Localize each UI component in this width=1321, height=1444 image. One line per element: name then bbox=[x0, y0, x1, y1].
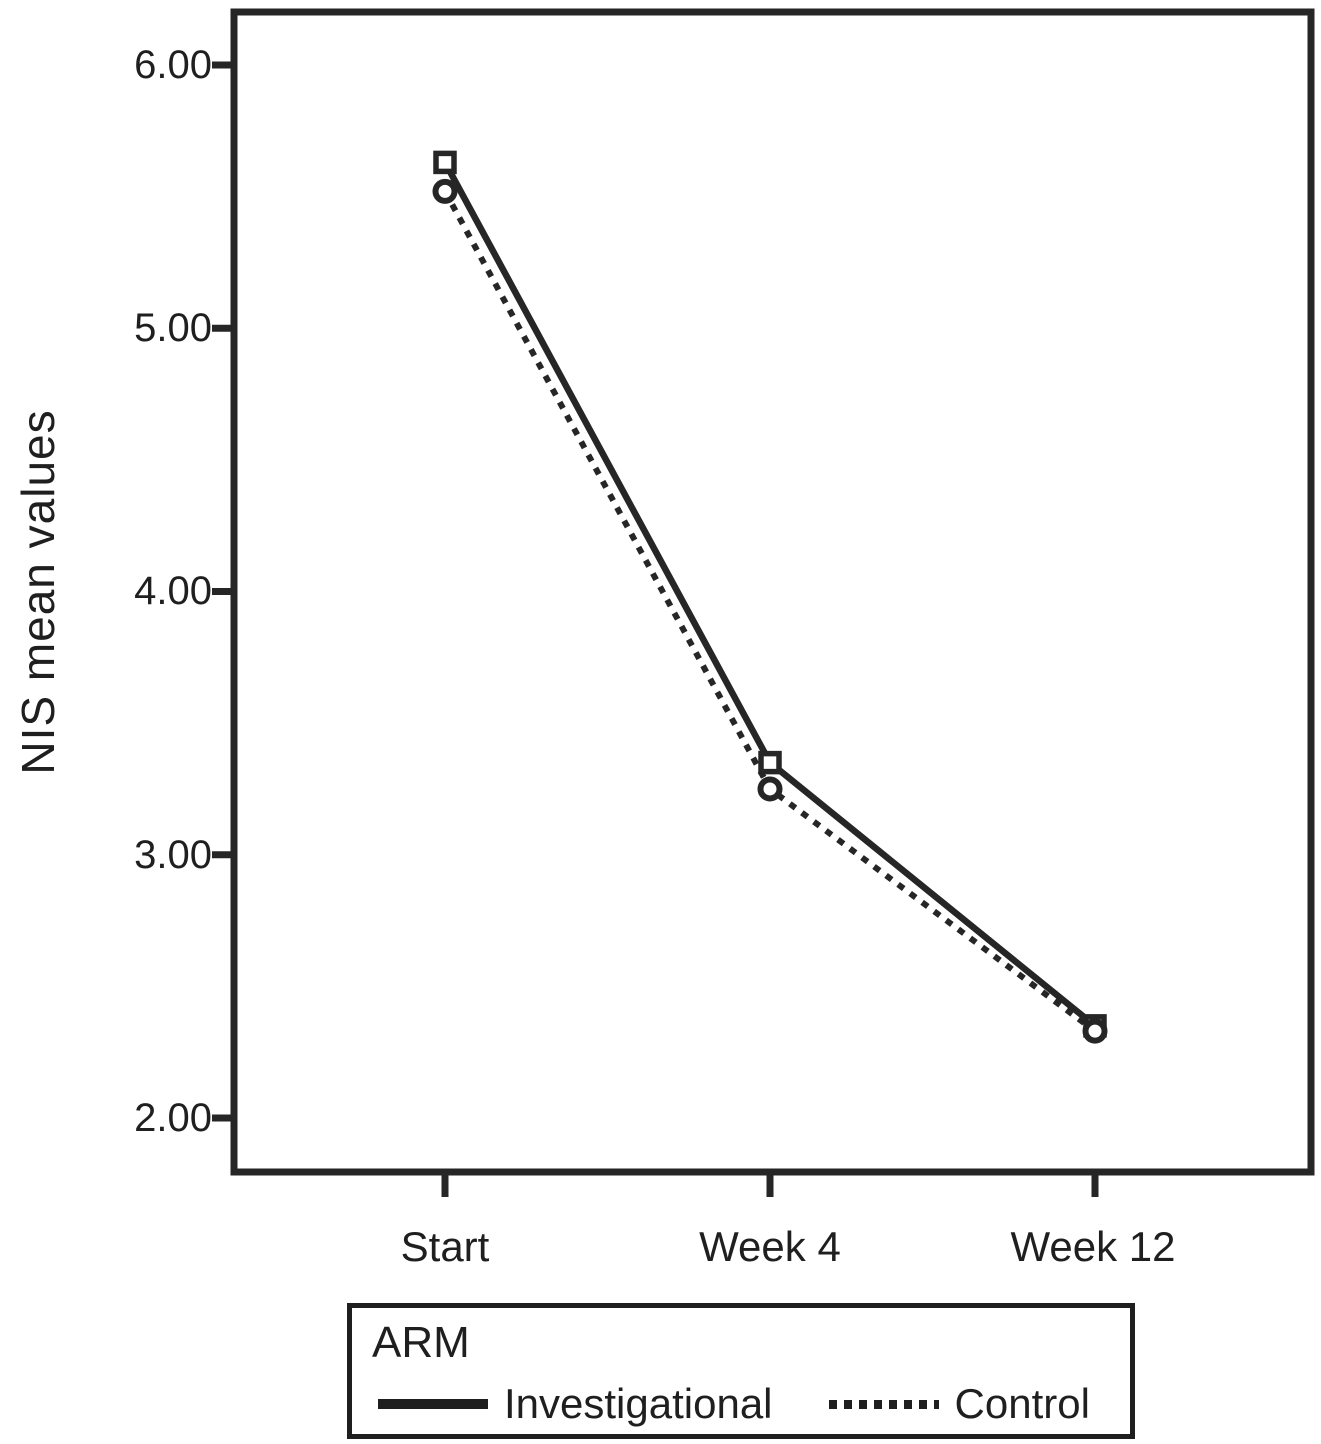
legend-label-investigational: Investigational bbox=[504, 1380, 773, 1427]
series-line-investigational bbox=[442, 160, 1098, 1029]
legend-label-control: Control bbox=[954, 1380, 1090, 1427]
y-tick-label-4: 4.00 bbox=[134, 569, 212, 613]
y-tick-label-3: 3.00 bbox=[134, 833, 212, 877]
control-line-swatch bbox=[828, 1399, 939, 1409]
legend-box: ARM Investigational Control bbox=[347, 1303, 1135, 1439]
marker-investigational bbox=[433, 150, 457, 175]
marker-control bbox=[757, 776, 783, 802]
y-tick-label-2: 2.00 bbox=[134, 1096, 212, 1140]
y-tick-label-6: 6.00 bbox=[134, 43, 212, 87]
series-line-control bbox=[442, 189, 1097, 1034]
x-tick-label-week12: Week 12 bbox=[1010, 1223, 1176, 1270]
plot-border bbox=[230, 8, 1315, 1176]
marker-control bbox=[432, 178, 458, 204]
legend-title: ARM bbox=[372, 1318, 470, 1367]
marker-investigational bbox=[758, 750, 782, 775]
marker-control bbox=[1082, 1018, 1108, 1044]
x-tick-label-week4: Week 4 bbox=[699, 1223, 841, 1270]
x-tick-label-start: Start bbox=[400, 1223, 490, 1270]
y-tick-label-5: 5.00 bbox=[134, 306, 212, 350]
investigational-line-swatch bbox=[378, 1399, 488, 1409]
legend-row: Investigational Control bbox=[378, 1380, 1120, 1428]
